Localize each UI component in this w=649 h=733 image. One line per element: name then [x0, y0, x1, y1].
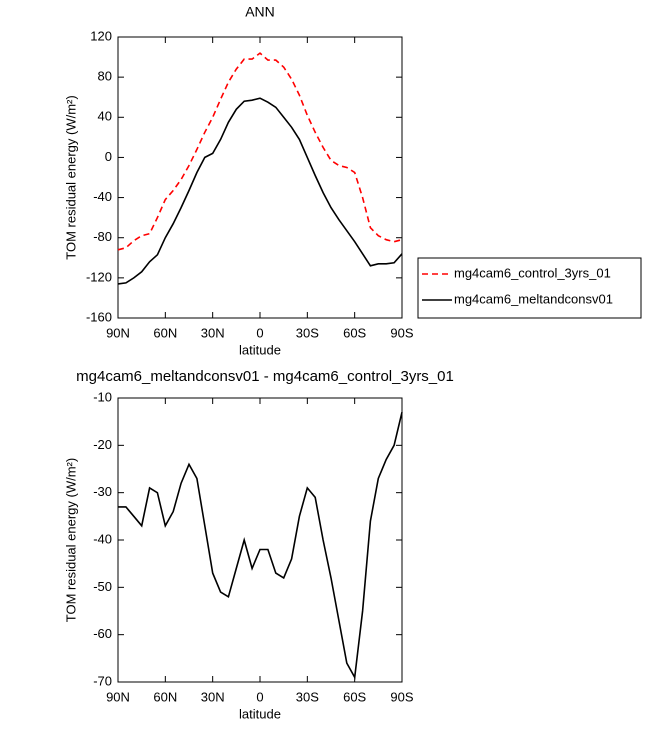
x-tick-label: 30N: [201, 325, 225, 340]
y-tick-label: -40: [93, 531, 112, 546]
y-tick-label: -10: [93, 389, 112, 404]
data-line: [117, 97, 403, 285]
data-line: [117, 52, 403, 251]
x-tick-label: 30S: [296, 689, 319, 704]
y-tick-label: -70: [93, 673, 112, 688]
y-tick-label: 0: [105, 149, 112, 164]
plot-frame: [117, 36, 403, 319]
x-tick-label: 60S: [343, 325, 366, 340]
x-tick-label: 90S: [390, 325, 413, 340]
y-tick-label: -40: [93, 189, 112, 204]
y-axis-label: TOM residual energy (W/m²): [63, 458, 78, 622]
y-tick-label: 80: [98, 69, 112, 84]
y-tick-label: -60: [93, 626, 112, 641]
chart-title: ANN: [245, 4, 275, 20]
x-tick-label: 90S: [390, 689, 413, 704]
x-tick-label: 60N: [153, 689, 177, 704]
y-tick-label: -160: [86, 309, 112, 324]
x-tick-label: 30S: [296, 325, 319, 340]
y-axis-label: TOM residual energy (W/m²): [63, 95, 78, 259]
x-tick-label: 60N: [153, 325, 177, 340]
x-axis-label: latitude: [239, 706, 281, 721]
legend-label: mg4cam6_control_3yrs_01: [454, 265, 611, 280]
y-tick-label: 40: [98, 109, 112, 124]
y-tick-label: -30: [93, 484, 112, 499]
x-tick-label: 0: [256, 325, 263, 340]
data-line: [118, 412, 403, 680]
y-tick-label: -50: [93, 579, 112, 594]
legend-label: mg4cam6_meltandconsv01: [454, 291, 613, 306]
y-tick-label: -80: [93, 229, 112, 244]
legend-box: [417, 257, 642, 319]
y-tick-label: 120: [90, 28, 112, 43]
x-tick-label: 90N: [106, 689, 130, 704]
x-tick-label: 90N: [106, 325, 130, 340]
x-tick-label: 60S: [343, 689, 366, 704]
x-axis-label: latitude: [239, 342, 281, 357]
x-tick-label: 0: [256, 689, 263, 704]
chart-title: mg4cam6_meltandconsv01 - mg4cam6_control…: [76, 368, 454, 385]
y-tick-label: -20: [93, 437, 112, 452]
y-tick-label: -120: [86, 269, 112, 284]
x-tick-label: 30N: [201, 689, 225, 704]
